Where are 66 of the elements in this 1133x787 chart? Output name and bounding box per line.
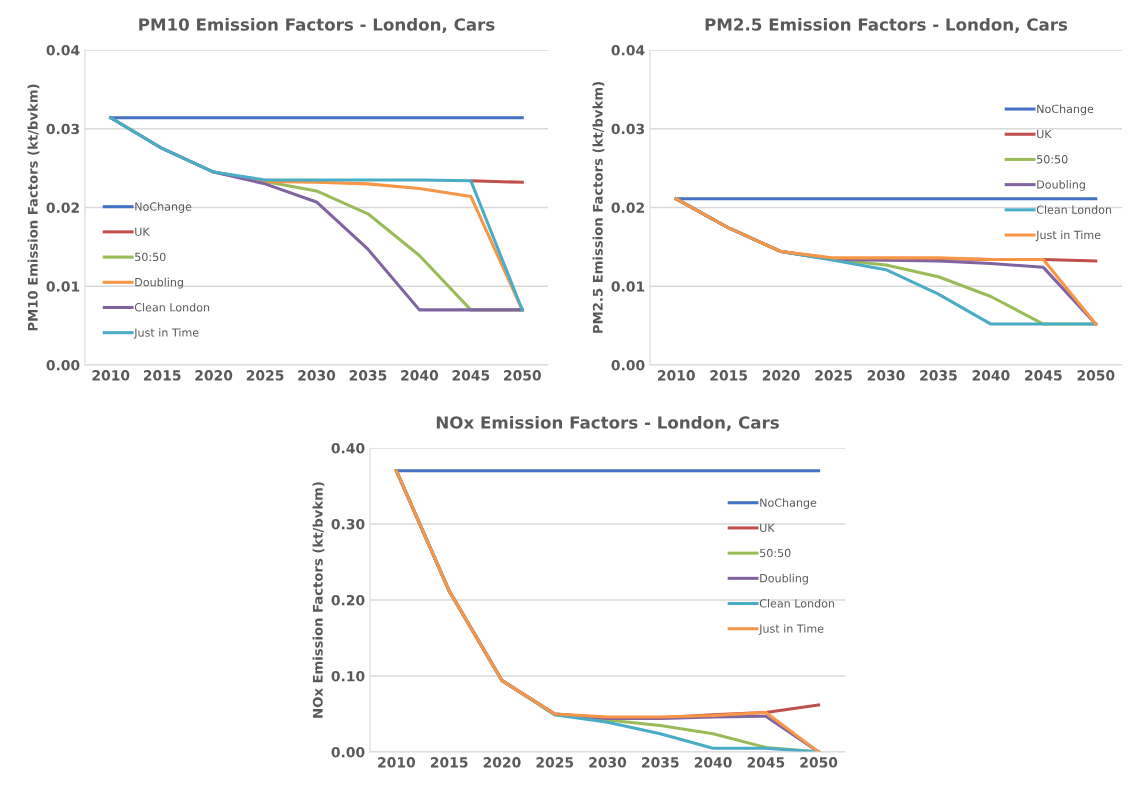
x-tick-label: 2050 bbox=[1077, 370, 1115, 381]
legend-label: 50:50 bbox=[760, 548, 791, 558]
y-tick-label: 0.00 bbox=[46, 359, 80, 371]
legend-label: Just in Time bbox=[133, 328, 199, 339]
y-tick-label: 0.30 bbox=[331, 518, 365, 530]
legend-label: 50:50 bbox=[1037, 155, 1068, 164]
legend-label: 50:50 bbox=[135, 252, 166, 262]
legend-label: UK bbox=[760, 523, 775, 532]
y-tick-label: 0.00 bbox=[611, 359, 645, 371]
x-tick-label: 2035 bbox=[920, 370, 957, 381]
x-tick-label: 2030 bbox=[589, 757, 627, 768]
legend-label: UK bbox=[135, 227, 150, 236]
y-tick-label: 0.10 bbox=[331, 670, 365, 682]
legend-label: Doubling bbox=[135, 277, 183, 289]
legend-label: Clean London bbox=[1036, 205, 1112, 214]
x-tick-label: 2030 bbox=[298, 370, 336, 381]
y-tick-label: 0.01 bbox=[46, 281, 80, 292]
y-axis-title: NOx Emission Factors (kt/bvkm) bbox=[312, 482, 325, 718]
legend-label: NoChange bbox=[760, 498, 817, 509]
x-tick-label: 2015 bbox=[710, 370, 748, 381]
x-tick-label: 2045 bbox=[1025, 370, 1062, 381]
x-tick-label: 2010 bbox=[657, 370, 695, 381]
x-tick-label: 2050 bbox=[800, 757, 838, 768]
x-tick-label: 2020 bbox=[195, 370, 233, 381]
x-tick-label: 2030 bbox=[867, 370, 905, 381]
y-tick-label: 0.01 bbox=[611, 281, 645, 292]
chart-title: PM2.5 Emission Factors - London, Cars bbox=[705, 17, 1068, 33]
x-tick-label: 2025 bbox=[815, 370, 852, 381]
x-tick-label: 2015 bbox=[143, 370, 181, 381]
legend-label: NoChange bbox=[1037, 104, 1094, 116]
x-tick-label: 2040 bbox=[694, 757, 732, 768]
x-tick-label: 2025 bbox=[246, 370, 284, 381]
chart-title: NOx Emission Factors - London, Cars bbox=[436, 415, 779, 431]
x-tick-label: 2020 bbox=[483, 757, 521, 768]
legend-label: Doubling bbox=[760, 573, 808, 585]
x-tick-label: 2010 bbox=[378, 757, 416, 768]
x-tick-label: 2035 bbox=[642, 757, 679, 768]
x-tick-label: 2045 bbox=[747, 757, 785, 768]
x-tick-label: 2015 bbox=[430, 757, 468, 768]
legend-label: Doubling bbox=[1037, 180, 1085, 191]
legend-label: Clean London bbox=[134, 302, 210, 312]
x-tick-label: 2035 bbox=[349, 370, 387, 381]
y-tick-label: 0.02 bbox=[46, 202, 79, 213]
x-tick-label: 2040 bbox=[401, 370, 439, 381]
x-tick-label: 2025 bbox=[536, 757, 574, 768]
y-tick-label: 0.03 bbox=[611, 123, 645, 135]
legend-label: Just in Time bbox=[1035, 230, 1101, 242]
y-tick-label: 0.04 bbox=[611, 44, 645, 56]
y-tick-label: 0.03 bbox=[46, 123, 80, 135]
x-tick-label: 2045 bbox=[452, 370, 490, 381]
y-tick-label: 0.40 bbox=[331, 442, 365, 454]
x-tick-label: 2020 bbox=[762, 370, 800, 381]
x-tick-label: 2010 bbox=[92, 370, 130, 381]
legend-label: Just in Time bbox=[758, 624, 824, 635]
x-tick-label: 2050 bbox=[504, 370, 541, 381]
chart-title: PM10 Emission Factors - London, Cars bbox=[139, 17, 495, 33]
y-tick-label: 0.04 bbox=[46, 44, 80, 56]
legend-label: NoChange bbox=[135, 202, 192, 213]
y-tick-label: 0.20 bbox=[331, 594, 365, 606]
legend-label: Clean London bbox=[759, 598, 835, 608]
y-tick-label: 0.02 bbox=[611, 202, 644, 213]
legend-label: UK bbox=[1037, 130, 1052, 139]
y-tick-label: 0.00 bbox=[331, 746, 365, 758]
y-axis-title: PM10 Emission Factors (kt/bvkm) bbox=[27, 84, 40, 331]
y-axis-title: PM2.5 Emission Factors (kt/bvkm) bbox=[592, 82, 605, 333]
x-tick-label: 2040 bbox=[972, 370, 1010, 381]
